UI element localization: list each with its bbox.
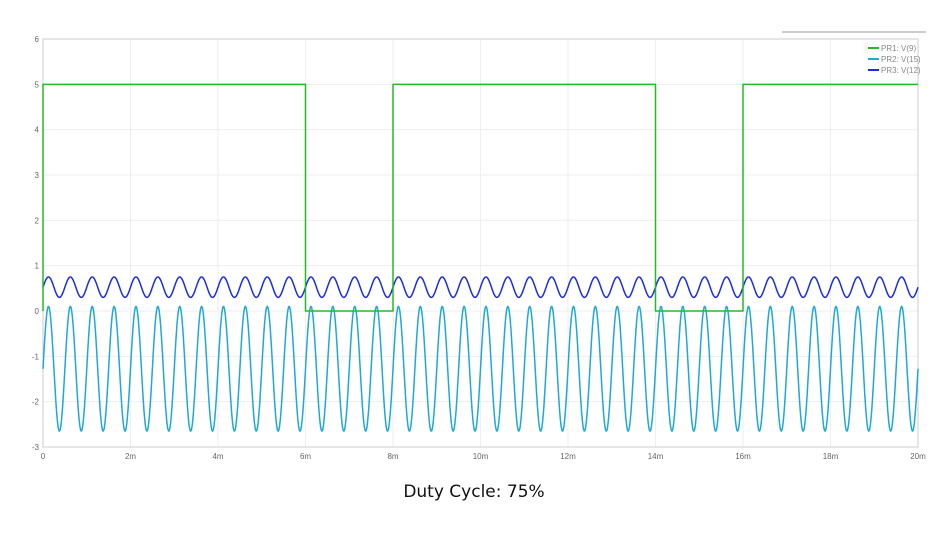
x-tick-label: 12m — [560, 452, 576, 461]
series-line-1 — [42, 83, 918, 312]
x-axis: 0 2m 4m 6m 8m 10m 12m 14m 16m 18m 20m — [41, 452, 926, 461]
y-tick-label: -1 — [32, 352, 40, 361]
chart: -3 -2 -1 0 1 2 3 4 5 6 0 2m 4m 6m 8m 10m 12m 14m 16m 18m 20… — [32, 31, 926, 461]
x-tick-label: 8m — [387, 452, 398, 461]
y-tick-label: 1 — [35, 262, 40, 271]
x-tick-label: 0 — [41, 452, 46, 461]
caption: Duty Cycle: 75% — [403, 482, 545, 502]
y-tick-label: 5 — [35, 80, 40, 89]
series-line-2 — [42, 305, 919, 432]
legend-item-label[interactable]: PR2: V(15) — [881, 55, 921, 64]
y-tick-label: 2 — [35, 216, 40, 225]
legend-item-label[interactable]: PR1: V(9) — [881, 44, 916, 53]
x-tick-label: 16m — [735, 452, 751, 461]
x-tick-label: 4m — [212, 452, 223, 461]
y-axis: -3 -2 -1 0 1 2 3 4 5 6 — [32, 35, 40, 452]
grid — [42, 38, 919, 448]
y-tick-label: -3 — [32, 443, 40, 452]
series-group — [42, 83, 919, 432]
legend[interactable]: PR1: V(9) PR2: V(15) PR3: V(12) — [868, 44, 921, 75]
y-tick-label: 4 — [35, 126, 40, 135]
x-tick-label: 2m — [125, 452, 136, 461]
x-tick-label: 20m — [910, 452, 926, 461]
y-tick-label: 0 — [35, 307, 40, 316]
legend-item-label[interactable]: PR3: V(12) — [881, 66, 921, 75]
x-tick-label: 6m — [300, 452, 311, 461]
x-tick-label: 18m — [823, 452, 839, 461]
y-tick-label: 6 — [35, 35, 40, 44]
x-tick-label: 14m — [648, 452, 664, 461]
y-tick-label: -2 — [32, 398, 40, 407]
x-tick-label: 10m — [473, 452, 489, 461]
y-tick-label: 3 — [35, 171, 40, 180]
series-line-3 — [42, 276, 919, 299]
